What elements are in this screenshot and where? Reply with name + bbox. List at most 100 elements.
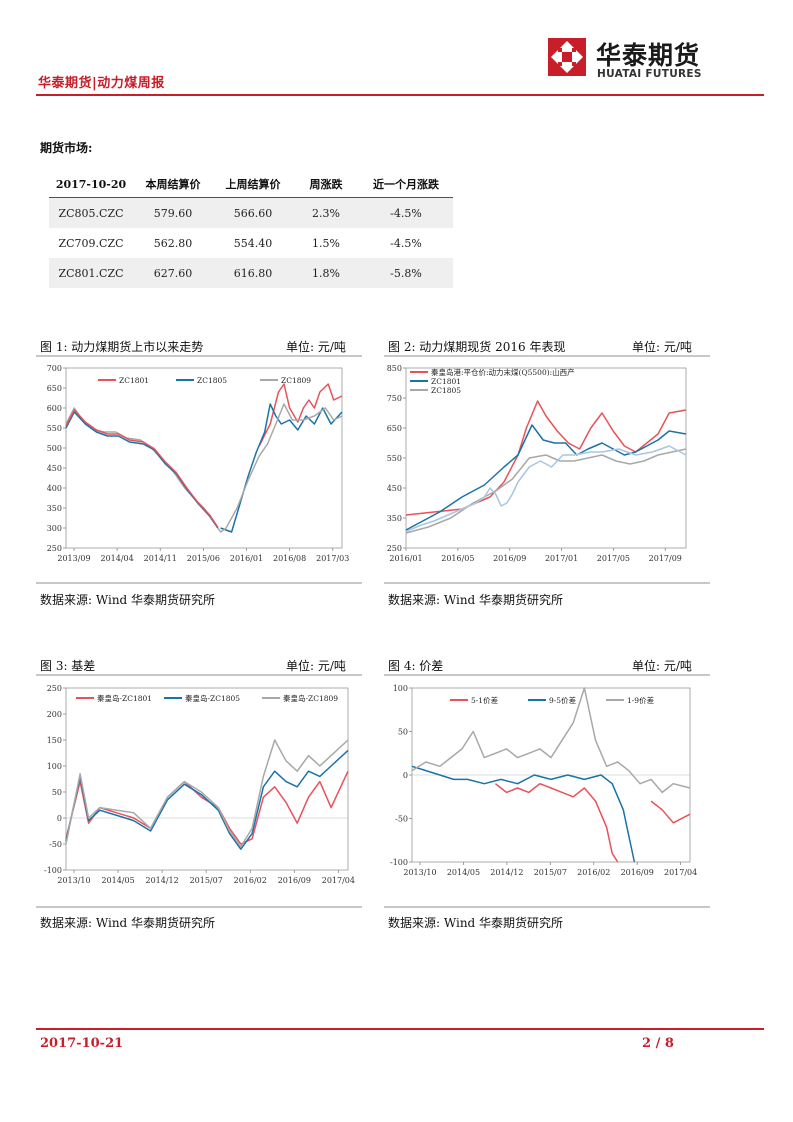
x-tick-label: 2014/05 <box>447 868 480 877</box>
x-tick-label: 2016/09 <box>278 876 311 885</box>
settlement-table: 2017-10-20 本周结算价 上周结算价 周涨跌 近一个月涨跌 ZC805.… <box>49 171 453 288</box>
series-line <box>65 409 219 528</box>
figure-unit: 单位: 元/吨 <box>286 659 346 673</box>
table-header: 周涨跌 <box>309 178 343 191</box>
series-line <box>65 739 349 848</box>
huatai-logo-icon <box>548 38 586 76</box>
table-cell: 627.60 <box>133 258 213 288</box>
series-line <box>65 770 349 845</box>
doc-title: 华泰期货|动力煤周报 <box>38 76 165 91</box>
y-tick-label: 700 <box>47 364 62 373</box>
x-tick-label: 2016/01 <box>230 554 263 563</box>
figure-caption: 图 1: 动力煤期货上市以来走势 <box>40 340 204 354</box>
legend-label: 秦皇岛-ZC1801 <box>97 693 152 703</box>
source-divider <box>36 906 362 908</box>
y-tick-label: -100 <box>44 866 62 875</box>
y-tick-label: 0 <box>403 771 408 780</box>
y-tick-label: 200 <box>47 710 62 719</box>
table-cell: 616.80 <box>213 258 293 288</box>
table-header: 近一个月涨跌 <box>373 178 439 191</box>
y-tick-label: 600 <box>47 404 62 413</box>
chart-futures-trend: 250 300 350 400 450 500 550 600 650 700 2013/09 201… <box>47 364 350 563</box>
figure-source: 数据来源: Wind 华泰期货研究所 <box>388 593 564 607</box>
x-tick-label: 2017/05 <box>597 554 630 563</box>
legend-label: 5-1价差 <box>471 695 499 705</box>
x-tick-label: 2013/09 <box>57 554 90 563</box>
legend-label: 秦皇岛港:平仓价:动力末煤(Q5500):山西产 <box>431 367 575 377</box>
legend-label: ZC1801 <box>119 376 149 385</box>
table-header: 2017-10-20 <box>55 177 127 191</box>
x-tick-label: 2014/11 <box>144 554 177 563</box>
series-line <box>411 687 691 794</box>
x-tick-label: 2015/07 <box>190 876 223 885</box>
x-tick-label: 2016/01 <box>389 554 422 563</box>
table-cell: -4.5% <box>390 236 422 250</box>
legend-label: ZC1809 <box>281 376 311 385</box>
series-line <box>411 765 636 863</box>
legend-label: 1-9价差 <box>627 695 655 705</box>
x-tick-label: 2016/02 <box>234 876 267 885</box>
table-header: 上周结算价 <box>225 178 281 191</box>
y-tick-label: 350 <box>47 504 62 513</box>
y-tick-label: -50 <box>395 815 408 824</box>
series-line <box>220 403 343 533</box>
plot-frame <box>405 367 687 549</box>
page-number: 2 / 8 <box>642 1036 674 1051</box>
table-row: ZC805.CZC 579.60 566.60 2.3% -4.5% <box>49 197 453 228</box>
figure-caption: 图 4: 价差 <box>388 659 444 673</box>
y-tick-label: 650 <box>387 424 402 433</box>
x-tick-label: 2017/09 <box>649 554 682 563</box>
plot-frame <box>65 367 343 549</box>
series-line <box>258 383 343 447</box>
chart-basis: -100 -50 0 50 100 150 200 250 2013/10 2014/05 2014… <box>44 684 355 885</box>
y-tick-label: -50 <box>49 840 62 849</box>
x-tick-label: 2015/07 <box>534 868 567 877</box>
x-tick-label: 2015/06 <box>187 554 220 563</box>
header-divider <box>36 94 764 96</box>
x-tick-label: 2017/04 <box>664 868 697 877</box>
logo-text-cn: 华泰期货 <box>596 41 701 70</box>
y-tick-label: 400 <box>47 484 62 493</box>
y-tick-label: 0 <box>57 814 62 823</box>
y-tick-label: 550 <box>387 454 402 463</box>
x-tick-label: 2017/03 <box>316 554 349 563</box>
y-tick-label: 350 <box>387 514 402 523</box>
table-cell: ZC709.CZC <box>58 236 124 250</box>
source-divider <box>36 582 362 584</box>
series-line <box>405 448 687 534</box>
legend-label: ZC1801 <box>431 377 461 386</box>
table-cell: -4.5% <box>359 197 453 228</box>
x-tick-label: 2016/09 <box>621 868 654 877</box>
table-cell: 1.5% <box>312 236 340 250</box>
plot-frame <box>65 687 349 871</box>
source-divider <box>384 906 710 908</box>
y-tick-label: 650 <box>47 384 62 393</box>
caption-divider <box>384 355 710 357</box>
table-cell: ZC801.CZC <box>49 258 133 288</box>
footer-divider <box>36 1028 764 1030</box>
series-line <box>494 782 619 863</box>
table-cell: 554.40 <box>233 236 273 250</box>
y-tick-label: 450 <box>387 484 402 493</box>
series-line <box>65 749 349 850</box>
y-tick-label: 50 <box>398 728 408 737</box>
series-line <box>65 411 219 529</box>
footer-date: 2017-10-21 <box>40 1036 124 1051</box>
x-tick-label: 2017/04 <box>322 876 355 885</box>
x-tick-label: 2014/12 <box>490 868 523 877</box>
x-tick-label: 2016/02 <box>577 868 610 877</box>
y-tick-label: 850 <box>387 364 402 373</box>
figure-unit: 单位: 元/吨 <box>632 659 692 673</box>
series-line <box>65 403 343 533</box>
series-line <box>405 445 687 533</box>
caption-divider <box>36 674 362 676</box>
table-row: ZC801.CZC 627.60 616.80 1.8% -5.8% <box>49 258 453 288</box>
y-tick-label: 500 <box>47 444 62 453</box>
y-tick-label: 250 <box>387 544 402 553</box>
y-tick-label: 450 <box>47 464 62 473</box>
series-line <box>405 424 687 531</box>
table-cell: ZC805.CZC <box>49 197 133 228</box>
table-cell: 566.60 <box>213 197 293 228</box>
figure-caption: 图 3: 基差 <box>40 659 96 673</box>
y-tick-label: 250 <box>47 544 62 553</box>
